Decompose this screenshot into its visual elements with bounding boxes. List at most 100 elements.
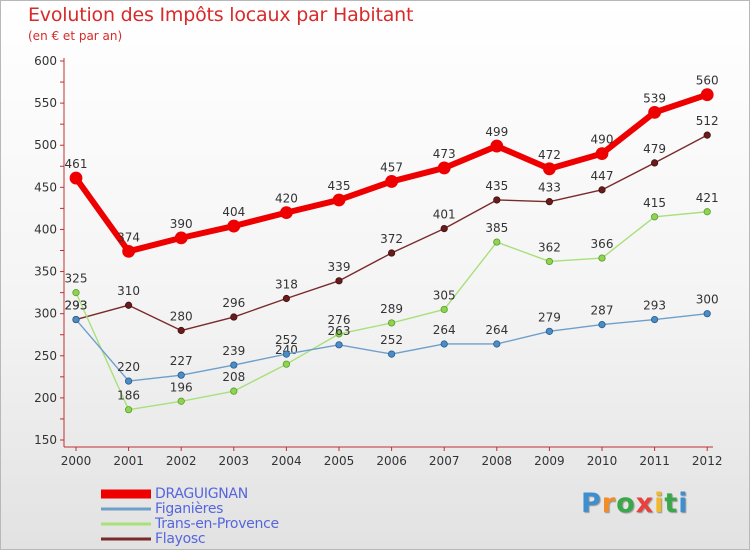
data-point	[72, 289, 80, 297]
data-point	[595, 147, 609, 161]
y-tick-label: 250	[34, 349, 57, 363]
data-label: 300	[696, 293, 719, 307]
brand-letter: x	[635, 488, 655, 519]
data-point	[174, 231, 188, 245]
x-tick-label: 2008	[482, 454, 513, 468]
data-label: 305	[433, 288, 456, 302]
data-label: 479	[643, 142, 666, 156]
data-label: 433	[538, 181, 561, 195]
data-label: 512	[696, 114, 719, 128]
data-label: 457	[380, 160, 403, 174]
brand-logo: Proxiti	[581, 488, 689, 519]
legend-item: Flayosc	[101, 530, 381, 547]
data-point	[650, 159, 659, 167]
data-point	[545, 327, 554, 335]
data-point	[177, 397, 185, 405]
y-tick-label: 300	[34, 307, 57, 321]
data-label: 560	[696, 74, 719, 88]
data-label: 490	[591, 133, 614, 147]
data-point	[648, 105, 661, 119]
x-tick-label: 2007	[429, 454, 460, 468]
data-point	[493, 340, 501, 348]
data-point	[282, 350, 290, 358]
data-label: 276	[328, 313, 351, 327]
data-point	[230, 313, 238, 321]
data-point	[387, 350, 396, 358]
legend-swatch	[101, 522, 151, 525]
data-label: 404	[222, 205, 245, 219]
data-point	[125, 406, 133, 414]
data-point	[282, 294, 290, 303]
data-label: 263	[328, 324, 351, 338]
data-point	[282, 360, 290, 368]
legend-label: Flayosc	[155, 530, 206, 547]
data-label: 264	[485, 323, 508, 337]
data-point	[69, 171, 83, 185]
x-tick-label: 2012	[692, 454, 723, 468]
data-point	[598, 186, 606, 194]
y-tick-label: 600	[34, 54, 57, 68]
data-label: 293	[65, 299, 88, 313]
data-point	[703, 131, 711, 139]
data-point	[335, 341, 343, 349]
data-label: 366	[591, 237, 614, 251]
y-tick-label: 200	[34, 391, 57, 405]
brand-letter: i	[678, 488, 689, 519]
legend-label: Trans-en-Provence	[155, 515, 279, 532]
data-label: 435	[328, 179, 351, 193]
data-label: 461	[65, 157, 88, 171]
data-point	[493, 238, 501, 246]
legend-label: DRAGUIGNAN	[155, 485, 248, 502]
data-point	[598, 254, 606, 262]
legend-item: Trans-en-Provence	[101, 515, 381, 532]
chart-axes: 150 200 250 300 350 400 450 500 550 600 2000 2001 20…	[34, 54, 722, 468]
series-figanieres: 293 220 227 239 252 263 252 264 264 279 287 293 300	[65, 293, 719, 385]
chart-subtitle: (en € et par an)	[28, 29, 123, 43]
y-tick-label: 500	[34, 138, 57, 152]
data-label: 208	[222, 370, 245, 384]
data-label: 420	[275, 192, 298, 206]
data-label: 415	[643, 196, 666, 210]
data-point	[703, 310, 711, 318]
data-label: 186	[117, 389, 140, 403]
data-point	[332, 193, 346, 207]
data-label: 293	[643, 299, 666, 313]
x-tick-label: 2003	[219, 454, 250, 468]
data-point	[335, 277, 343, 285]
legend-item: DRAGUIGNAN	[101, 485, 381, 502]
data-label: 539	[643, 91, 666, 105]
data-point	[177, 371, 185, 379]
data-point	[650, 213, 659, 221]
data-point	[440, 225, 448, 233]
data-label: 473	[433, 147, 456, 161]
x-tick-label: 2004	[271, 454, 302, 468]
data-point	[440, 305, 448, 314]
legend: DRAGUIGNAN Figanières Trans-en-Provence Fla…	[101, 485, 381, 547]
data-point	[230, 361, 238, 369]
data-point	[279, 206, 293, 220]
brand-letter: o	[616, 488, 636, 519]
data-label: 318	[275, 278, 298, 292]
x-tick-label: 2001	[113, 454, 144, 468]
data-label: 220	[117, 360, 140, 374]
data-label: 252	[275, 333, 298, 347]
data-label: 279	[538, 310, 561, 324]
x-tick-label: 2002	[166, 454, 197, 468]
brand-letter: i	[654, 488, 665, 519]
data-point	[387, 249, 396, 257]
x-tick-label: 2010	[587, 454, 618, 468]
data-point	[125, 377, 133, 385]
data-point	[598, 321, 606, 329]
y-tick-label: 550	[34, 96, 57, 110]
x-tick-label: 2011	[639, 454, 670, 468]
data-point	[545, 257, 554, 266]
data-label: 280	[170, 310, 193, 324]
data-label: 310	[117, 284, 140, 298]
data-label: 385	[485, 221, 508, 235]
data-point	[72, 315, 80, 324]
data-label: 421	[696, 191, 719, 205]
y-tick-label: 350	[34, 265, 57, 279]
data-label: 374	[117, 230, 140, 244]
